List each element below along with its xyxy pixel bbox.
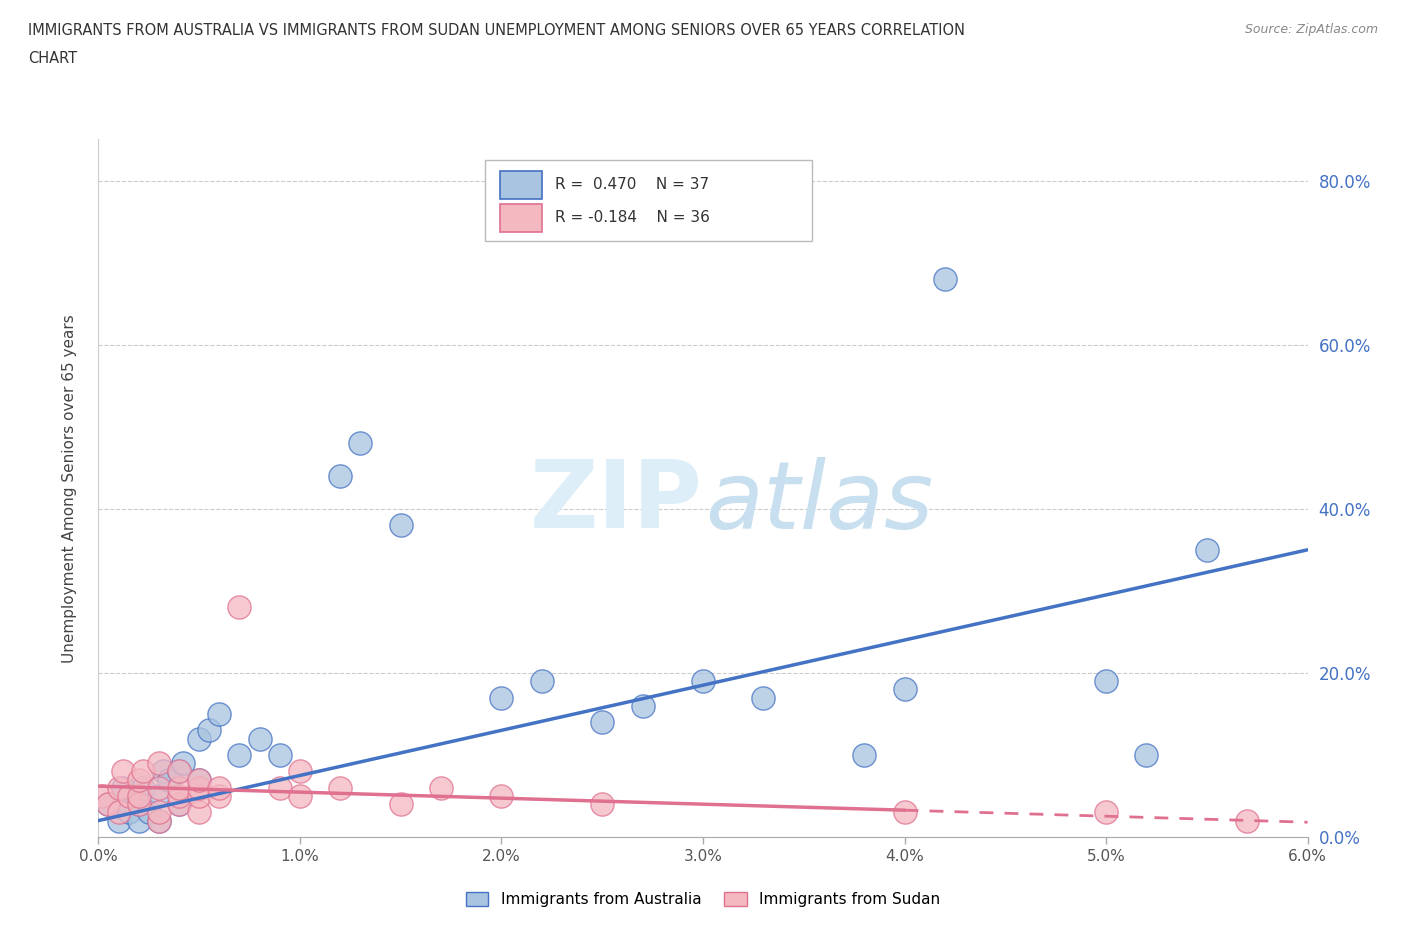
Point — [132, 780, 155, 795]
Point — [228, 600, 250, 615]
Point — [132, 764, 155, 778]
Point — [188, 772, 211, 787]
Point — [97, 797, 120, 812]
Point — [591, 714, 613, 729]
Point — [148, 813, 170, 828]
Point — [389, 797, 412, 812]
Text: IMMIGRANTS FROM AUSTRALIA VS IMMIGRANTS FROM SUDAN UNEMPLOYMENT AMONG SENIORS OV: IMMIGRANTS FROM AUSTRALIA VS IMMIGRANTS … — [28, 23, 965, 38]
Point — [138, 805, 160, 820]
Point — [893, 805, 915, 820]
Point — [1095, 805, 1118, 820]
Point — [249, 731, 271, 746]
Point — [1195, 542, 1218, 557]
Point — [430, 780, 453, 795]
FancyBboxPatch shape — [501, 171, 543, 199]
Point — [91, 789, 114, 804]
Point — [692, 673, 714, 688]
Point — [893, 682, 915, 697]
Point — [128, 789, 150, 804]
Point — [329, 780, 352, 795]
Text: atlas: atlas — [706, 457, 934, 548]
Point — [208, 707, 231, 722]
Point — [128, 813, 150, 828]
Point — [148, 780, 170, 795]
Point — [188, 772, 211, 787]
Point — [128, 797, 150, 812]
Point — [288, 789, 311, 804]
Point — [167, 764, 190, 778]
Point — [172, 756, 194, 771]
Point — [530, 673, 553, 688]
Point — [389, 518, 412, 533]
Point — [269, 748, 291, 763]
Text: CHART: CHART — [28, 51, 77, 66]
Point — [934, 272, 956, 286]
Point — [111, 764, 134, 778]
Point — [148, 805, 170, 820]
Point — [152, 764, 174, 778]
Point — [188, 731, 211, 746]
Point — [1095, 673, 1118, 688]
Point — [128, 772, 150, 787]
Point — [491, 789, 513, 804]
Text: R =  0.470    N = 37: R = 0.470 N = 37 — [555, 178, 710, 193]
Point — [491, 690, 513, 705]
Point — [188, 789, 211, 804]
Point — [128, 797, 150, 812]
Point — [107, 805, 129, 820]
FancyBboxPatch shape — [485, 161, 811, 241]
Point — [228, 748, 250, 763]
Point — [188, 780, 211, 795]
Legend: Immigrants from Australia, Immigrants from Sudan: Immigrants from Australia, Immigrants fr… — [460, 885, 946, 913]
Point — [329, 469, 352, 484]
Point — [157, 772, 180, 787]
Point — [853, 748, 876, 763]
Text: R = -0.184    N = 36: R = -0.184 N = 36 — [555, 210, 710, 225]
Point — [208, 789, 231, 804]
Point — [167, 764, 190, 778]
Point — [591, 797, 613, 812]
Point — [148, 813, 170, 828]
Point — [1135, 748, 1157, 763]
Y-axis label: Unemployment Among Seniors over 65 years: Unemployment Among Seniors over 65 years — [62, 314, 77, 662]
Point — [631, 698, 654, 713]
Point — [167, 797, 190, 812]
Point — [118, 805, 141, 820]
FancyBboxPatch shape — [501, 205, 543, 232]
Text: Source: ZipAtlas.com: Source: ZipAtlas.com — [1244, 23, 1378, 36]
Point — [349, 435, 371, 450]
Point — [148, 789, 170, 804]
Point — [148, 756, 170, 771]
Point — [167, 780, 190, 795]
Point — [1236, 813, 1258, 828]
Point — [208, 780, 231, 795]
Point — [111, 780, 134, 795]
Point — [269, 780, 291, 795]
Point — [167, 797, 190, 812]
Text: ZIP: ZIP — [530, 457, 703, 548]
Point — [107, 780, 129, 795]
Point — [752, 690, 775, 705]
Point — [288, 764, 311, 778]
Point — [107, 813, 129, 828]
Point — [167, 789, 190, 804]
Point — [188, 805, 211, 820]
Point — [118, 789, 141, 804]
Point — [198, 723, 221, 737]
Point — [97, 797, 120, 812]
